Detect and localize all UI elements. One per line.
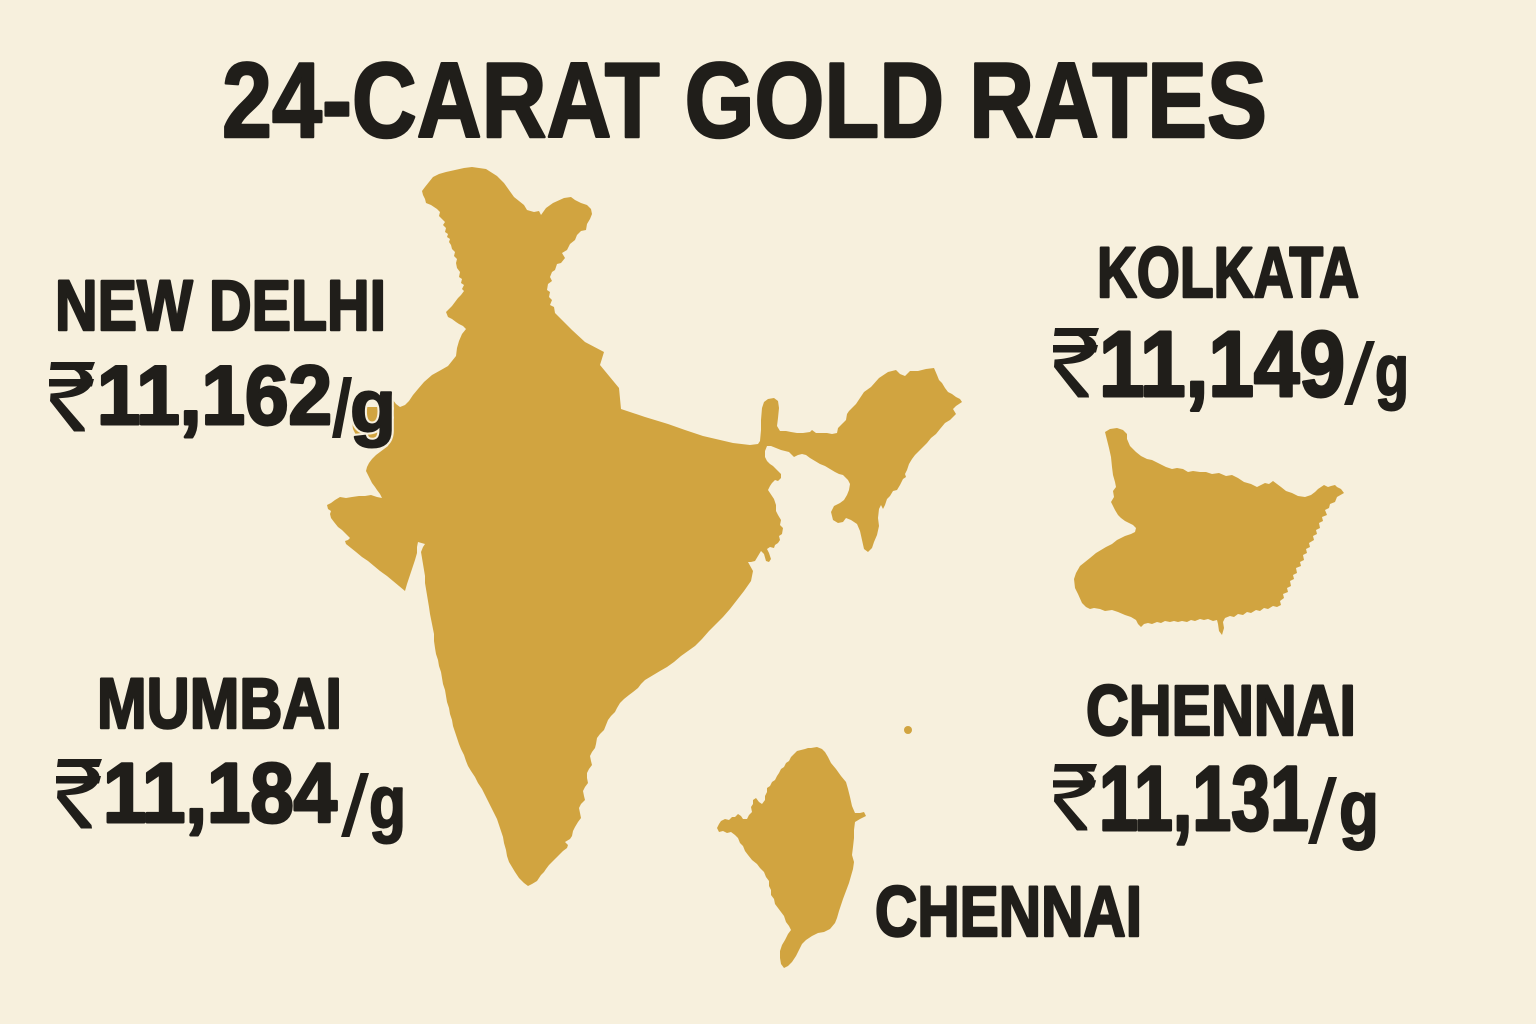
svg-text:CHENNAI: CHENNAI [875, 873, 1142, 952]
svg-text:11,162: 11,162 [97, 348, 332, 442]
svg-text:CHENNAI: CHENNAI [875, 873, 1142, 952]
svg-text:g: g [1339, 766, 1379, 851]
svg-text:24-CARAT GOLD RATES: 24-CARAT GOLD RATES [222, 40, 1267, 160]
svg-text:NEW DELHI: NEW DELHI [55, 267, 386, 346]
svg-text:11,162: 11,162 [97, 348, 332, 442]
svg-text:CHENNAI: CHENNAI [1086, 672, 1356, 751]
svg-text:g: g [1375, 331, 1409, 411]
svg-text:MUMBAI: MUMBAI [97, 665, 342, 744]
svg-text:11,149: 11,149 [1099, 312, 1345, 416]
svg-text:CHENNAI: CHENNAI [1086, 672, 1356, 751]
svg-text:g: g [1339, 766, 1379, 851]
svg-text:NEW DELHI: NEW DELHI [55, 267, 386, 346]
svg-text:11,149: 11,149 [1099, 312, 1345, 416]
svg-text:11,131: 11,131 [1099, 748, 1309, 850]
svg-text:KOLKATA: KOLKATA [1097, 234, 1359, 313]
svg-text:11,184: 11,184 [103, 746, 337, 840]
svg-text:11,184: 11,184 [103, 746, 337, 840]
svg-text:g: g [350, 365, 396, 448]
svg-text:24-CARAT GOLD RATES: 24-CARAT GOLD RATES [222, 40, 1267, 160]
svg-text:11,131: 11,131 [1099, 748, 1309, 850]
svg-text:MUMBAI: MUMBAI [97, 665, 342, 744]
svg-text:g: g [369, 761, 406, 844]
svg-text:KOLKATA: KOLKATA [1097, 234, 1359, 313]
